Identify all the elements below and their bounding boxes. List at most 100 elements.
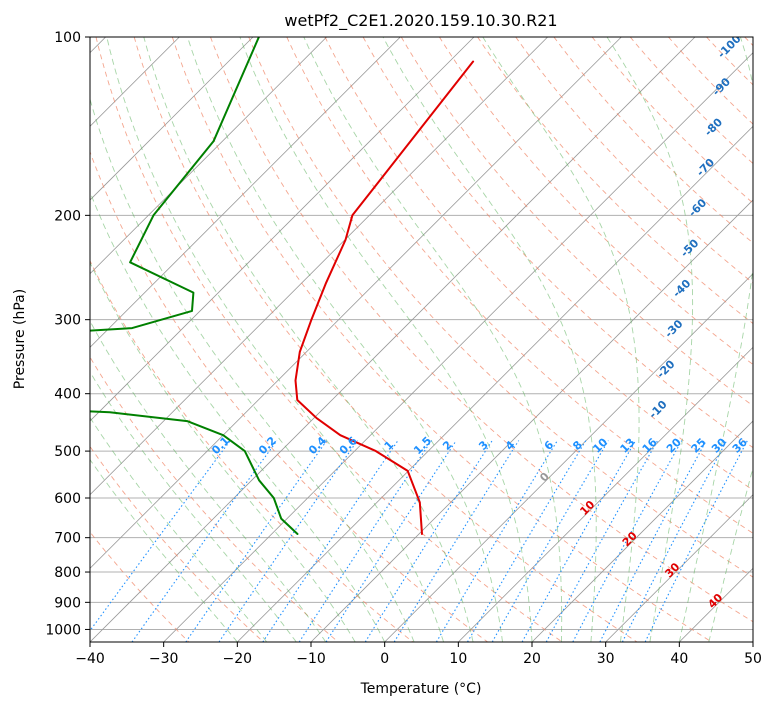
moist-adiabat-label: -20 (654, 357, 677, 380)
moist-adiabat-line (90, 261, 356, 642)
moist-adiabat-line (90, 416, 268, 642)
mixing-ratio-label: 30 (709, 435, 729, 455)
mixing-ratio-label: 25 (689, 436, 709, 456)
y-tick-label: 200 (54, 208, 81, 224)
mixing-ratio-label: 36 (730, 435, 750, 455)
isotherm-line (90, 37, 254, 201)
y-tick-label: 500 (54, 444, 81, 460)
isotherm-line (237, 125, 753, 642)
moist-adiabat-line (90, 320, 327, 642)
x-tick-label: −10 (296, 651, 326, 667)
mixing-ratio-line (435, 440, 558, 642)
dry-adiabat-line (90, 150, 488, 642)
dry-adiabat-line (515, 37, 753, 284)
mixing-ratio-label: 10 (590, 435, 610, 455)
moist-adiabat-label: -60 (686, 196, 709, 219)
moist-adiabat-line (90, 190, 386, 642)
dry-adiabat-line (90, 259, 414, 642)
mixing-ratio-line (393, 440, 520, 642)
dry-adiabat-line (133, 37, 638, 642)
isotherm-line (90, 37, 401, 348)
dry-adiabat-line (171, 37, 712, 642)
dry-adiabat-line (744, 37, 753, 47)
moist-adiabat-line (239, 37, 533, 642)
moist-adiabat-line (106, 37, 445, 642)
moist-adiabat-line (90, 458, 238, 642)
dry-adiabat-line (439, 37, 753, 365)
dry-adiabat-line (95, 37, 563, 642)
chart-title: wetPf2_C2E1.2020.159.10.30.R21 (284, 11, 557, 31)
mixing-ratio-label: 13 (618, 436, 638, 456)
isotherm-line (90, 37, 622, 569)
dry-adiabat-line (629, 37, 753, 165)
plot-frame (89, 36, 754, 643)
mixing-ratio-line (599, 440, 707, 642)
isotherm-line (90, 37, 327, 275)
mixing-ratio-label: 0.2 (256, 434, 279, 457)
dry-adiabat-line (90, 445, 264, 642)
isotherm-line (163, 52, 753, 642)
moist-adiabat-line (90, 97, 415, 642)
isotherm-line (458, 346, 753, 642)
moist-adiabat-line (303, 37, 563, 642)
dry-adiabat-line (362, 37, 753, 449)
plot-area: 0.1 0.2 0.4 0.6 1 1.5 2 3 4 6 8 10 13 16 20 25 30 36-100-… (90, 37, 753, 642)
mixing-ratio-line (521, 440, 637, 642)
isotherm-line (90, 37, 475, 422)
x-tick-label: −30 (149, 651, 179, 667)
dry-adiabat-line (90, 356, 339, 642)
isotherm-label: 30 (662, 560, 682, 580)
x-tick-label: 30 (597, 651, 615, 667)
mixing-ratio-line (262, 440, 399, 642)
x-tick-label: 50 (744, 651, 762, 667)
y-tick-label: 100 (54, 30, 81, 46)
mixing-ratio-line (364, 440, 493, 642)
mixing-ratio-line (298, 440, 432, 642)
moist-adiabat-line (678, 37, 753, 642)
dry-adiabat-line (400, 37, 753, 407)
isotherm-line (90, 37, 548, 496)
moist-adiabat-line (606, 37, 694, 642)
mixing-ratio-line (131, 440, 278, 642)
y-tick-label: 1000 (45, 622, 81, 638)
isotherm-line (384, 273, 753, 642)
y-axis-title: Pressure (hPa) (12, 289, 28, 389)
x-axis-title: Temperature (°C) (360, 681, 482, 697)
moist-adiabat-line (382, 37, 597, 642)
x-tick-label: 10 (449, 651, 467, 667)
x-tick-label: −20 (223, 651, 253, 667)
moist-adiabat-label: -90 (710, 75, 733, 98)
y-tick-label: 400 (54, 387, 81, 403)
mixing-ratio-line (325, 440, 457, 642)
isotherm-line (531, 420, 753, 642)
x-tick-label: 40 (670, 651, 688, 667)
isotherm-line (90, 37, 696, 642)
mixing-ratio-label: 16 (640, 435, 660, 455)
isotherm-line (679, 567, 753, 642)
moist-adiabat-line (143, 37, 474, 642)
mixing-ratio-line (467, 440, 587, 642)
mixing-ratio-line (491, 440, 609, 642)
isotherm-line (752, 641, 753, 642)
moist-adiabat-line (482, 37, 640, 642)
dewpoint-profile (90, 37, 299, 535)
y-tick-label: 700 (54, 531, 81, 547)
dry-adiabat-line (553, 37, 753, 244)
isotherm-line (310, 199, 753, 642)
mixing-ratio-label: 0.6 (337, 434, 360, 457)
mixing-ratio-line (545, 440, 659, 642)
moist-adiabat-line (90, 371, 297, 642)
mixing-ratio-line (90, 440, 231, 632)
moist-adiabat-label: -40 (670, 277, 693, 300)
plot-clip-group: 0.1 0.2 0.4 0.6 1 1.5 2 3 4 6 8 10 13 16 20 25 30 36-100-… (90, 37, 753, 642)
dry-adiabat-line (477, 37, 753, 325)
y-tick-label: 900 (54, 595, 81, 611)
x-tick-label: 20 (523, 651, 541, 667)
isotherm-line (605, 494, 753, 642)
y-tick-label: 600 (54, 491, 81, 507)
x-tick-label: −40 (75, 651, 105, 667)
axes: −40 −30 −20 −10 0 10 20 30 40 50 100 200 300 400 500 60… (45, 30, 762, 667)
isotherm-label: 10 (577, 498, 597, 518)
moist-adiabat-line (708, 465, 753, 642)
x-tick-label: 0 (380, 651, 389, 667)
